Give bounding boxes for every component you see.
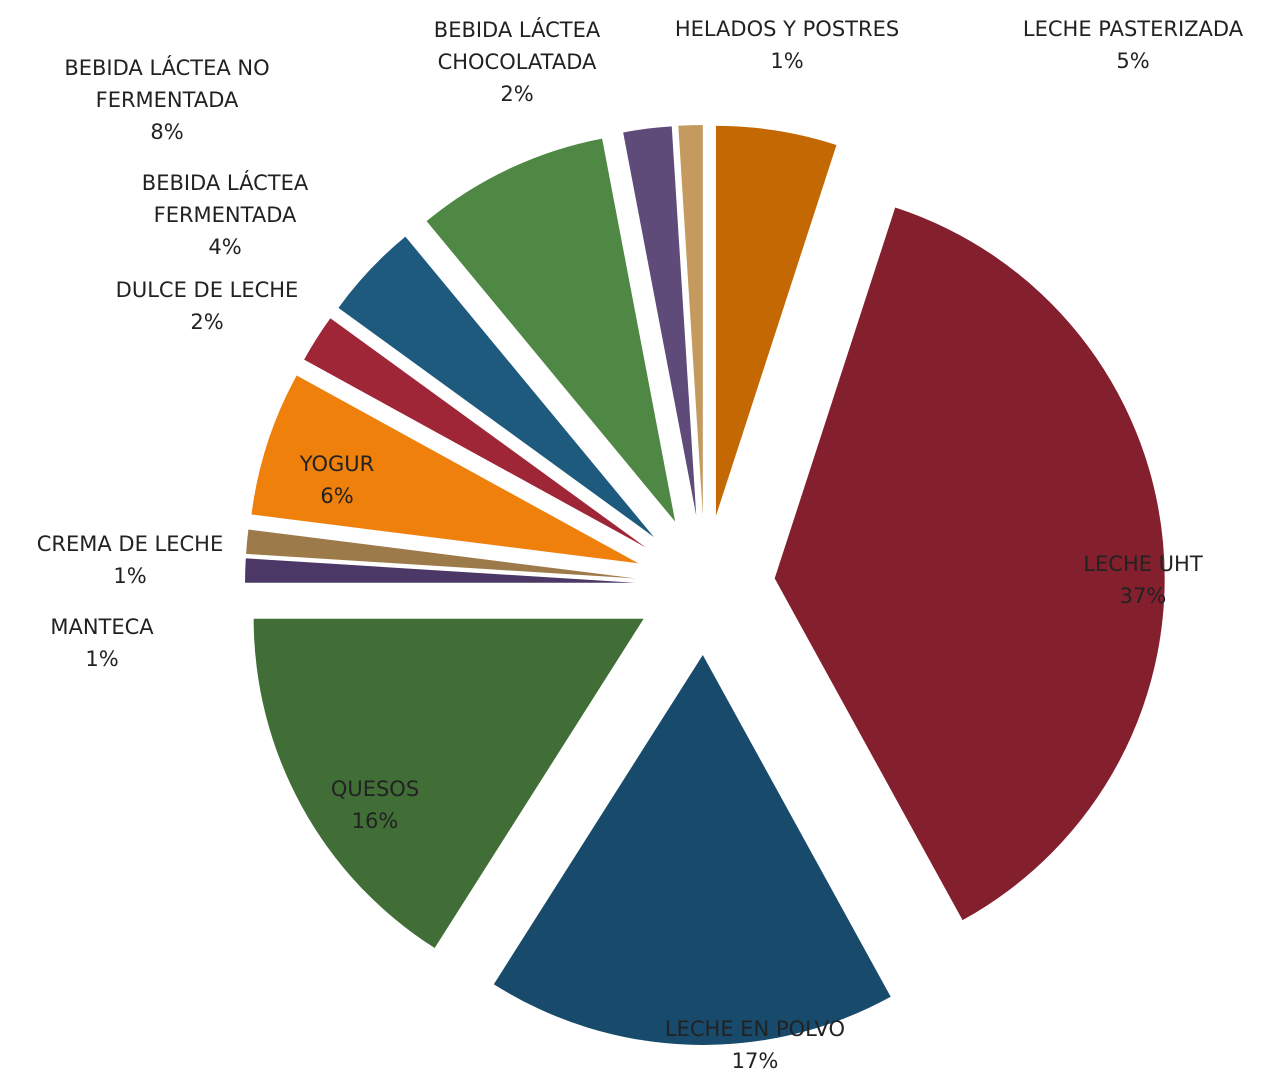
slice-label: LECHE PASTERIZADA 5%: [983, 13, 1283, 77]
value-label: 16%: [351, 809, 399, 833]
pie-slice: [251, 375, 639, 564]
value-label: 1%: [113, 564, 147, 588]
slice-label: YOGUR 6%: [257, 448, 417, 512]
slice-label: LECHE UHT 37%: [1043, 548, 1243, 612]
category-name: DULCE DE LECHE: [115, 278, 299, 302]
slice-label: QUESOS 16%: [275, 773, 475, 837]
value-label: 1%: [85, 647, 119, 671]
pie-slice: [623, 126, 697, 516]
category-name: LECHE UHT: [1083, 552, 1203, 576]
slice-label: BEBIDA LÁCTEA NO FERMENTADA 8%: [22, 52, 312, 148]
category-name: BEBIDA LÁCTEA CHOCOLATADA: [433, 18, 601, 74]
value-label: 17%: [731, 1049, 779, 1073]
value-label: 6%: [320, 484, 354, 508]
slice-label: DULCE DE LECHE 2%: [77, 274, 337, 338]
category-name: HELADOS Y POSTRES: [674, 17, 900, 41]
pie-slice: [715, 125, 837, 516]
category-name: MANTECA: [50, 615, 154, 639]
category-name: QUESOS: [330, 777, 420, 801]
pie-slice: [774, 207, 1165, 921]
category-name: CREMA DE LECHE: [36, 532, 224, 556]
slice-label: HELADOS Y POSTRES 1%: [637, 13, 937, 77]
value-label: 5%: [1116, 49, 1150, 73]
category-name: LECHE PASTERIZADA: [1022, 17, 1244, 41]
slice-label: BEBIDA LÁCTEA FERMENTADA 4%: [110, 167, 340, 263]
category-name: YOGUR: [299, 452, 375, 476]
pie-slice: [338, 236, 654, 538]
category-name: LECHE EN POLVO: [664, 1017, 846, 1041]
pie-slice: [678, 125, 703, 516]
value-label: 37%: [1119, 584, 1167, 608]
pie-slice: [245, 558, 636, 583]
pie-slice: [253, 618, 644, 949]
category-name: BEBIDA LÁCTEA FERMENTADA: [141, 171, 309, 227]
slice-label: CREMA DE LECHE 1%: [0, 528, 260, 592]
pie-slice: [493, 654, 891, 1045]
pie-slice: [246, 529, 636, 579]
slice-label: BEBIDA LÁCTEA CHOCOLATADA 2%: [402, 14, 632, 110]
pie-slice: [426, 138, 676, 522]
value-label: 2%: [500, 82, 534, 106]
value-label: 1%: [770, 49, 804, 73]
value-label: 8%: [150, 120, 184, 144]
value-label: 2%: [190, 310, 224, 334]
slice-label: MANTECA 1%: [22, 611, 182, 675]
category-name: BEBIDA LÁCTEA NO FERMENTADA: [64, 56, 270, 112]
slice-label: LECHE EN POLVO 17%: [625, 1013, 885, 1077]
pie-slice: [304, 318, 646, 548]
value-label: 4%: [208, 235, 242, 259]
